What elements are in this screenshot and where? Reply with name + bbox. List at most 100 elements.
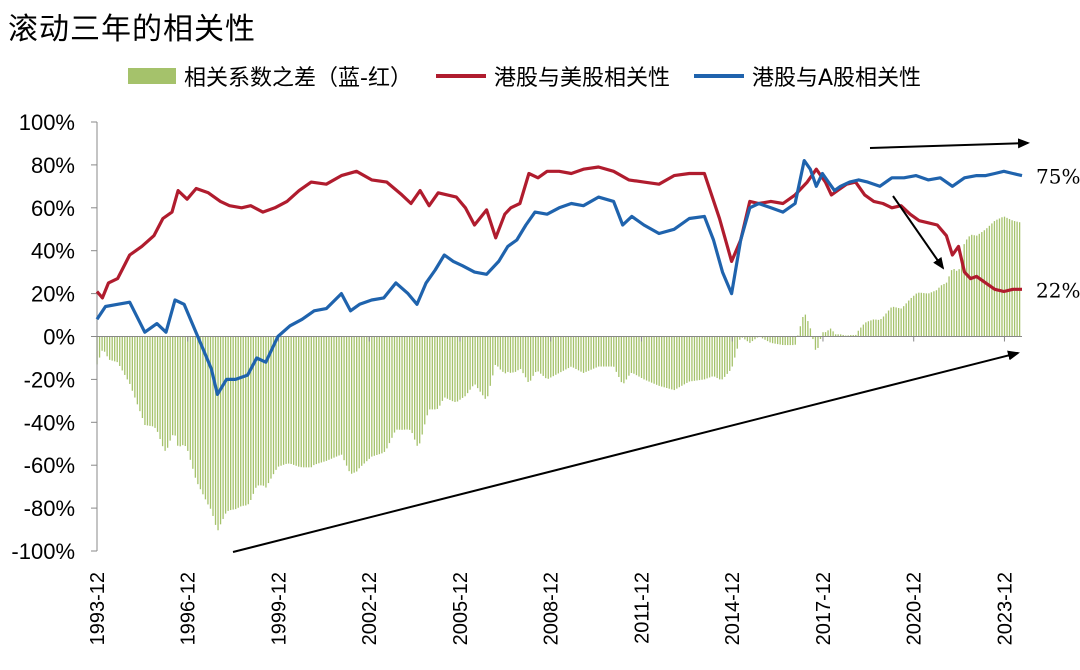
difference-bar xyxy=(129,336,131,384)
difference-bar xyxy=(172,336,174,436)
difference-bar xyxy=(333,336,335,458)
difference-bar xyxy=(313,336,315,466)
difference-bar xyxy=(270,336,272,479)
difference-bar xyxy=(819,336,822,340)
difference-bar xyxy=(613,336,615,367)
legend-item-hk-a: 港股与A股相关性 xyxy=(693,60,921,92)
difference-bar xyxy=(812,336,814,340)
difference-bar xyxy=(885,313,887,337)
y-tick-label: 100% xyxy=(19,110,75,135)
trend-arrow-hk-us xyxy=(892,195,945,270)
difference-bar xyxy=(98,336,101,358)
difference-bar xyxy=(590,336,592,370)
difference-bar xyxy=(461,336,464,398)
difference-bar xyxy=(842,334,844,337)
difference-bar xyxy=(852,335,854,337)
difference-bar xyxy=(255,336,257,488)
difference-bar xyxy=(381,336,383,454)
difference-bar xyxy=(388,336,391,444)
difference-bar xyxy=(272,336,275,475)
difference-bar xyxy=(240,336,242,507)
difference-bar xyxy=(928,293,930,337)
legend-label-hk-us: 港股与美股相关性 xyxy=(493,66,670,91)
difference-bar xyxy=(908,300,910,337)
difference-bar xyxy=(711,336,713,377)
difference-bar xyxy=(761,336,764,339)
difference-bar xyxy=(824,332,827,337)
difference-bar xyxy=(953,269,955,337)
difference-bar xyxy=(335,336,338,457)
difference-bar xyxy=(918,292,920,337)
difference-bar xyxy=(419,336,421,444)
difference-bar xyxy=(731,336,733,367)
difference-bar xyxy=(469,336,471,390)
difference-bar xyxy=(661,336,663,387)
difference-bar xyxy=(224,336,227,514)
difference-bar xyxy=(645,336,648,381)
difference-bar xyxy=(913,295,915,337)
difference-bar xyxy=(103,336,106,352)
difference-bar xyxy=(134,336,136,398)
difference-bar xyxy=(325,336,328,461)
difference-bar xyxy=(837,334,839,337)
difference-bar xyxy=(431,336,433,410)
difference-bar xyxy=(900,308,902,337)
difference-bar xyxy=(708,336,711,378)
difference-bar xyxy=(973,235,975,337)
difference-bar xyxy=(598,336,600,367)
difference-bar xyxy=(242,336,244,506)
difference-bar xyxy=(895,307,897,337)
x-tick-label: 2020-12 xyxy=(904,572,926,645)
difference-bar xyxy=(809,328,812,337)
difference-bar xyxy=(797,335,799,337)
difference-bar xyxy=(149,336,151,426)
difference-bar xyxy=(227,336,229,511)
legend-item-hk-us: 港股与美股相关性 xyxy=(435,60,670,92)
difference-bar xyxy=(262,336,265,486)
difference-bar xyxy=(328,336,330,460)
difference-bar xyxy=(822,332,824,337)
difference-bar xyxy=(673,336,675,391)
difference-bar xyxy=(910,297,912,337)
hk-a-correlation-line xyxy=(95,159,1023,396)
difference-bar xyxy=(464,336,466,397)
difference-bar xyxy=(277,336,280,467)
difference-bar xyxy=(295,336,297,466)
difference-bar xyxy=(136,336,139,405)
difference-bar xyxy=(739,336,741,340)
legend-swatch-hk-us xyxy=(435,74,486,78)
difference-bar xyxy=(552,336,554,377)
difference-bar xyxy=(189,336,191,460)
x-tick-label: 2008-12 xyxy=(541,572,563,645)
difference-bar xyxy=(305,336,307,468)
difference-bar xyxy=(535,336,537,373)
difference-bar xyxy=(933,291,935,337)
difference-bar xyxy=(691,336,693,382)
difference-bar xyxy=(252,336,254,494)
difference-bar xyxy=(459,336,461,400)
difference-bar xyxy=(678,336,680,388)
difference-bar xyxy=(444,336,446,398)
difference-bar xyxy=(847,335,849,337)
difference-bar xyxy=(411,336,413,434)
difference-bar xyxy=(688,336,691,382)
difference-bar xyxy=(119,336,121,366)
difference-bar xyxy=(182,336,184,446)
difference-bar xyxy=(1016,221,1018,337)
difference-bar xyxy=(850,335,852,337)
difference-bar xyxy=(547,336,549,379)
difference-bar xyxy=(1006,217,1008,337)
difference-bar xyxy=(671,336,673,390)
difference-bar xyxy=(340,336,343,455)
difference-bar xyxy=(1001,217,1003,337)
x-tick-label: 2017-12 xyxy=(813,572,835,645)
difference-bar xyxy=(832,331,834,337)
difference-bar xyxy=(562,336,565,371)
difference-bar xyxy=(741,336,744,338)
difference-bar xyxy=(250,336,252,500)
difference-bar xyxy=(245,336,247,506)
difference-bar xyxy=(950,270,953,337)
difference-bar xyxy=(161,336,164,447)
difference-bar xyxy=(774,336,776,344)
difference-bar xyxy=(840,334,842,337)
